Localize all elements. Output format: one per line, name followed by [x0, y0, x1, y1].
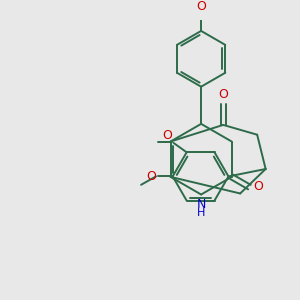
Text: O: O [196, 0, 206, 13]
Text: O: O [146, 170, 156, 183]
Text: O: O [218, 88, 228, 101]
Text: O: O [253, 180, 263, 193]
Text: H: H [197, 208, 205, 218]
Text: O: O [162, 129, 172, 142]
Text: N: N [196, 198, 206, 211]
